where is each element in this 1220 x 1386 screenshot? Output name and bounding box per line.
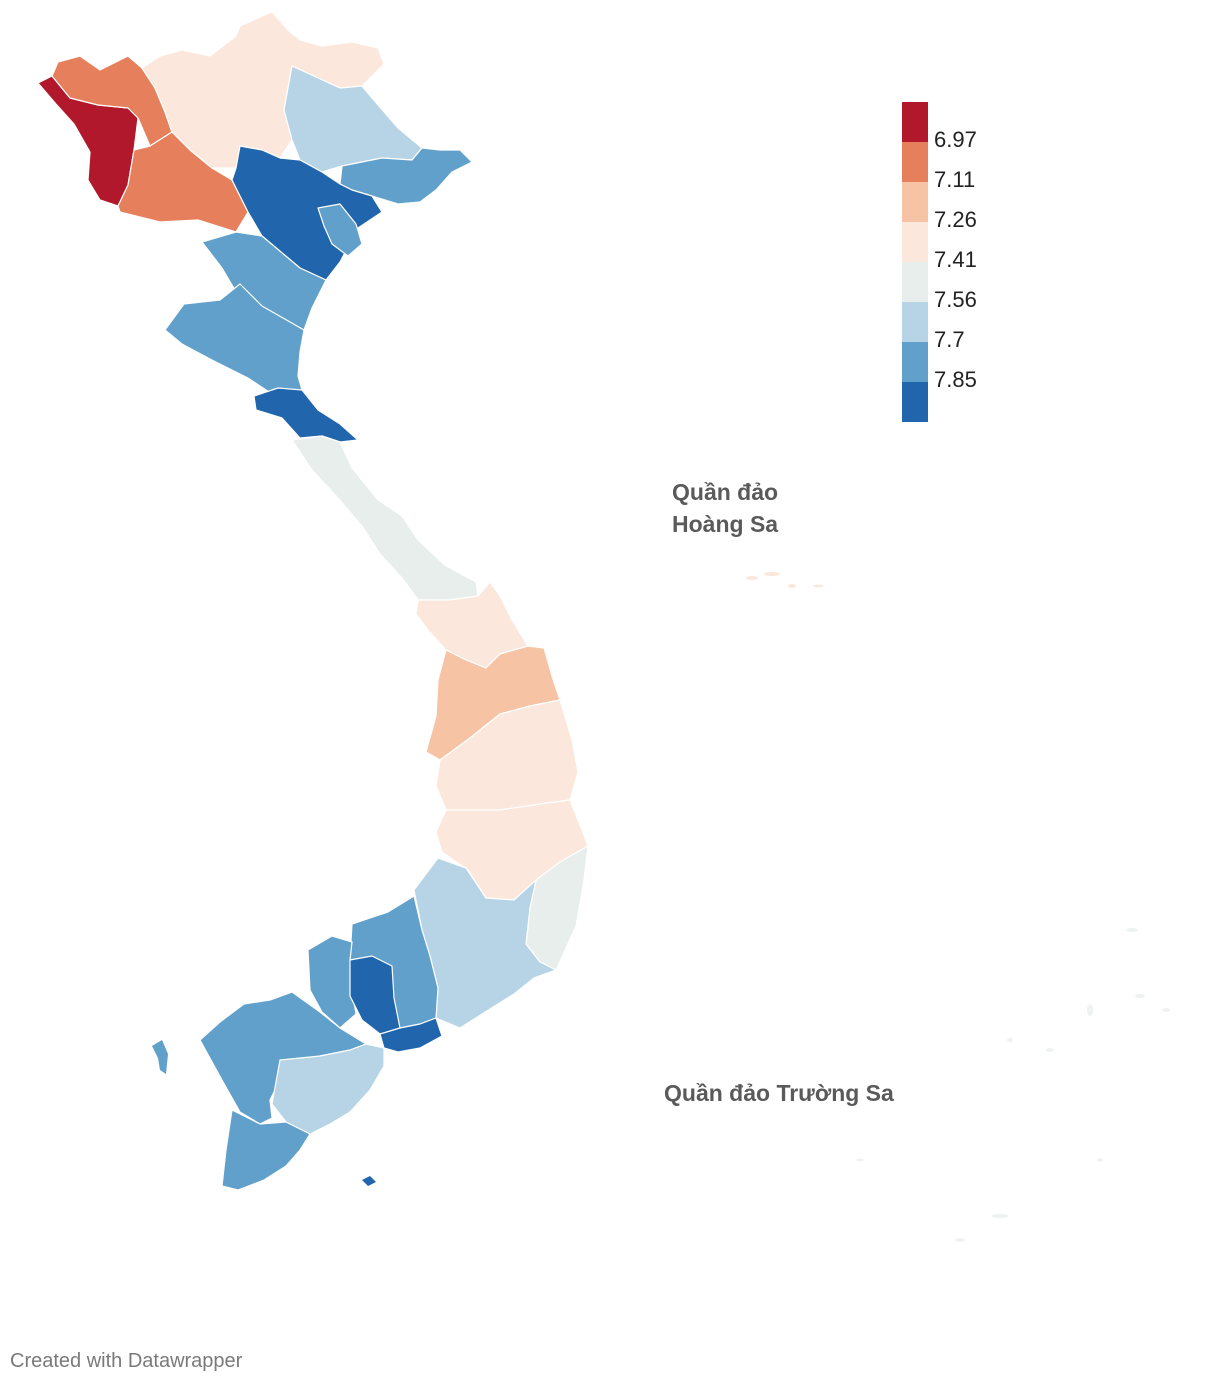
region-ba-ria[interactable] [379,1017,443,1053]
legend-swatch [902,342,928,382]
credit-link[interactable]: Created with Datawrapper [10,1350,243,1372]
legend-threshold-label: 7.7 [934,327,965,352]
hoang-sa-islets [746,572,823,588]
legend-swatch [902,222,928,262]
region-ho-chi-minh[interactable] [349,955,401,1035]
legend-threshold-label: 7.85 [934,367,977,392]
legend-threshold-label: 6.97 [934,127,977,152]
label-truong-sa: Quần đảo Trường Sa [664,1080,894,1106]
truong-sa-islets [856,928,1170,1242]
label-hoang-sa-line2: Hoàng Sa [672,511,778,537]
legend-threshold-label: 7.11 [934,167,976,192]
island-phu-quoc[interactable] [152,1040,168,1074]
legend-swatch [902,142,928,182]
label-hoang-sa-line1: Quần đảo [672,479,778,505]
legend-threshold-label: 7.41 [934,247,977,272]
legend-swatch [902,302,928,342]
legend-swatch [902,382,928,422]
legend-swatch [902,102,928,142]
region-thai-binh[interactable] [317,203,363,257]
legend-threshold-label: 7.56 [934,287,977,312]
region-central-coast-north[interactable] [291,435,479,601]
legend-swatch [902,182,928,222]
region-quang-binh[interactable] [253,387,359,443]
region-nghe-an-ha-tinh[interactable] [164,283,305,399]
island-con-dao[interactable] [362,1176,376,1186]
legend-swatch [902,262,928,302]
legend-threshold-label: 7.26 [934,207,977,232]
region-ca-mau[interactable] [221,1109,311,1191]
